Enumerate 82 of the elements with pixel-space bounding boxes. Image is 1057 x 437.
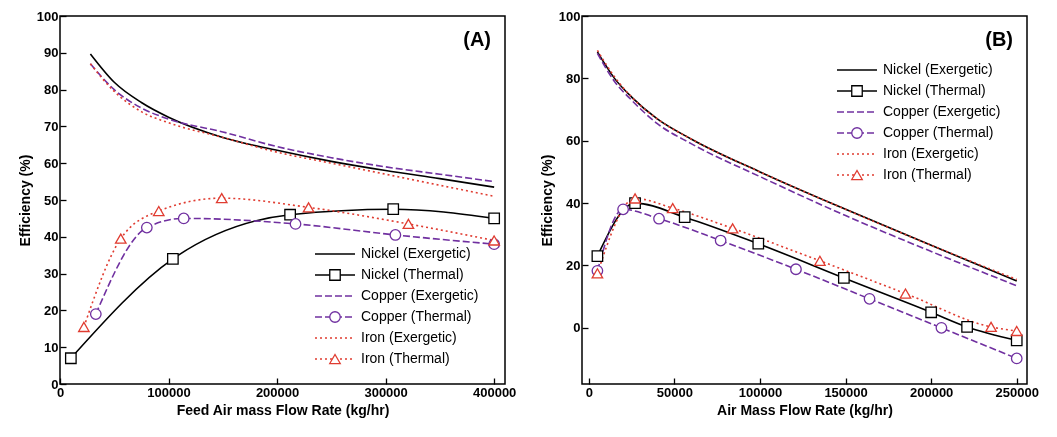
y-tick-label: 30 [44,266,59,282]
legend-label: Nickel (Exergetic) [883,61,993,77]
legend-label: Iron (Exergetic) [883,145,979,161]
point [302,202,315,213]
point [714,234,727,247]
y-tick-label: 50 [44,192,59,208]
legend-label: Iron (Thermal) [361,350,450,366]
point [488,235,501,246]
x-tick-label: 150000 [824,384,868,400]
point [925,306,938,319]
point [215,192,228,204]
y-tick-label: 70 [44,118,59,134]
x-axis-title: Air Mass Flow Rate (kg/hr) [717,401,893,418]
x-tick-label: 200000 [255,384,300,400]
point [289,218,302,230]
y-tick-label: 80 [566,70,581,86]
legend-label: Copper (Exergetic) [883,103,1001,119]
point [653,212,665,225]
x-tick-label: 50000 [656,384,693,400]
point [935,321,948,334]
point [726,223,739,234]
point [629,193,641,204]
y-tick-label: 60 [44,155,59,171]
point [402,218,415,230]
point [389,229,402,241]
point [140,221,153,234]
point [591,268,604,279]
point [166,252,179,265]
legend-label: Nickel (Thermal) [361,266,464,282]
point [752,237,765,250]
y-tick-label: 100 [36,8,59,24]
point [488,212,501,225]
x-tick-label: 400000 [472,384,517,400]
legend-label: Iron (Thermal) [883,166,972,182]
point [814,255,826,266]
y-tick-label: 40 [566,195,581,211]
x-tick-label: 200000 [909,384,954,400]
point [114,233,127,244]
point [64,352,77,365]
x-tick-label: 0 [585,384,593,400]
point [1010,325,1023,337]
point [678,211,691,224]
point [387,203,400,216]
x-axis-title: Feed Air mass Flow Rate (kg/hr) [176,401,390,418]
point [666,202,679,214]
legend-label: Copper (Exergetic) [361,287,479,303]
annotation: (A) [463,28,491,50]
x-tick-label: 100000 [738,384,783,400]
point [899,288,912,299]
point [1010,352,1023,365]
y-tick-label: 20 [44,302,59,318]
point [961,321,973,333]
x-tick-label: 250000 [995,384,1039,400]
point [89,308,102,320]
y-axis-title: Efficiency (%) [16,154,33,247]
x-tick-label: 100000 [147,384,191,400]
legend-label: Copper (Thermal) [883,124,994,140]
y-tick-label: 100 [558,8,581,24]
point [591,250,604,263]
y-tick-label: 20 [566,257,581,273]
point [77,321,90,333]
x-tick-label: 300000 [364,384,408,400]
legend-label: Copper (Thermal) [361,308,472,324]
y-tick-label: 40 [44,229,59,245]
y-tick-label: 90 [44,45,59,61]
legend-label: Nickel (Thermal) [883,82,986,98]
legend-label: Nickel (Exergetic) [361,245,471,261]
y-tick-label: 60 [566,133,581,149]
point [790,263,802,276]
y-tick-label: 10 [44,339,59,355]
point [177,212,190,225]
point [152,205,165,217]
y-tick-label: 80 [44,82,59,98]
point [617,203,629,216]
point [985,321,997,333]
point [284,208,296,221]
y-tick-label: 0 [573,320,581,336]
point [837,272,850,284]
point [863,292,876,305]
y-axis-title: Efficiency (%) [538,154,555,247]
legend-label: Iron (Exergetic) [361,329,457,345]
annotation: (B) [985,28,1013,50]
